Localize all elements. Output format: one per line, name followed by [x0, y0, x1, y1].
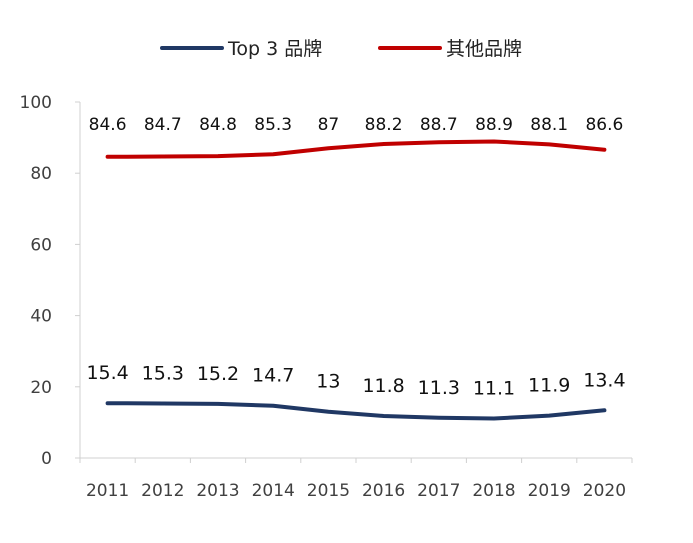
data-label: 11.8	[362, 375, 404, 397]
x-tick-label: 2019	[528, 481, 571, 501]
y-tick-label: 80	[30, 164, 52, 184]
data-label: 88.9	[475, 115, 513, 135]
y-tick-label: 20	[30, 378, 52, 398]
x-tick-label: 2017	[417, 481, 460, 501]
axes: 0 20 40 60 80 100 2011 2012 2013 2014 2015 2016 2017…	[20, 93, 633, 501]
data-label: 11.1	[473, 377, 515, 399]
data-label: 84.7	[144, 115, 182, 135]
x-tick-label: 2016	[362, 481, 405, 501]
y-tick-label: 0	[41, 449, 52, 469]
data-label: 84.6	[89, 115, 127, 135]
legend-label: Top 3 品牌	[227, 38, 322, 60]
data-label: 86.6	[585, 115, 623, 135]
series-lines	[105, 139, 607, 421]
x-tick-label: 2015	[307, 481, 350, 501]
x-tick-label: 2013	[196, 481, 239, 501]
y-tick-label: 40	[30, 307, 52, 327]
data-label: 15.2	[197, 363, 239, 385]
y-tick-label: 60	[30, 235, 52, 255]
data-label: 11.3	[418, 377, 460, 399]
data-label: 13.4	[583, 369, 625, 391]
data-label: 88.7	[420, 115, 458, 135]
data-label: 85.3	[254, 115, 292, 135]
data-label: 14.7	[252, 365, 294, 387]
legend-label: 其他品牌	[446, 38, 522, 60]
data-label: 88.2	[365, 115, 403, 135]
data-label: 87	[318, 115, 340, 135]
legend: Top 3 品牌 其他品牌	[160, 38, 522, 60]
data-label: 15.3	[142, 363, 184, 385]
data-label: 84.8	[199, 115, 237, 135]
y-tick-label: 100	[20, 93, 52, 113]
data-label: 88.1	[530, 115, 568, 135]
x-tick-label: 2018	[472, 481, 515, 501]
x-tick-label: 2020	[583, 481, 626, 501]
x-tick-label: 2014	[252, 481, 295, 501]
series-line-0	[105, 401, 607, 421]
series-line-1	[105, 139, 607, 159]
data-label: 15.4	[86, 362, 128, 384]
data-label: 11.9	[528, 375, 570, 397]
x-tick-label: 2011	[86, 481, 129, 501]
data-labels: 15.4 15.3 15.2 14.7 13 11.8 11.3 11.1 11.9 13.4 84…	[86, 115, 625, 399]
x-tick-label: 2012	[141, 481, 184, 501]
data-label: 13	[316, 371, 340, 393]
